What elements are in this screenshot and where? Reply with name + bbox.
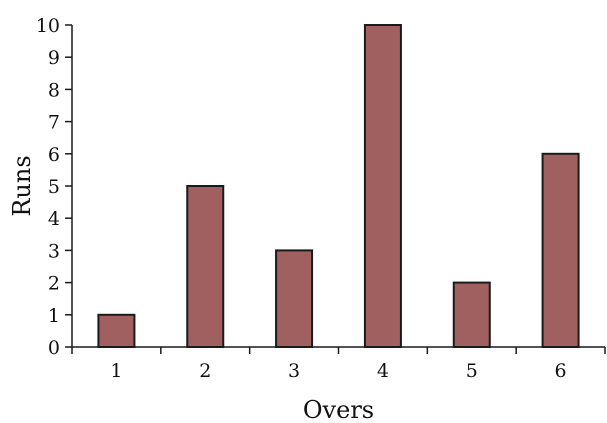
y-axis-label: Runs (8, 155, 36, 216)
x-axis-label: Overs (303, 396, 374, 423)
bar-over-5 (452, 281, 491, 349)
y-tick-label: 7 (48, 112, 60, 134)
y-tick-label: 1 (48, 305, 60, 327)
y-tick-label: 10 (36, 15, 60, 37)
bar-over-6 (541, 152, 580, 348)
x-tick-label: 5 (466, 360, 478, 382)
x-tick-label: 4 (377, 360, 389, 382)
x-tick-label: 1 (110, 360, 122, 382)
y-tick-label: 3 (48, 240, 60, 262)
y-tick-label: 6 (48, 144, 60, 166)
bar-over-2 (186, 185, 225, 348)
bar-over-1 (97, 313, 136, 348)
x-tick-label: 3 (288, 360, 300, 382)
x-tick-label: 6 (555, 360, 567, 382)
bar-over-3 (275, 249, 314, 348)
axes-group (71, 25, 605, 348)
bar-over-4 (363, 24, 402, 348)
y-tick-label: 8 (48, 79, 60, 101)
bars-group (97, 24, 580, 349)
y-tick-label: 2 (48, 273, 60, 295)
y-ticks-group: 0 1 2 3 4 5 6 7 8 9 10 (36, 15, 72, 359)
y-tick-label: 5 (48, 176, 60, 198)
y-tick-label: 4 (48, 208, 60, 230)
x-tick-label: 2 (199, 360, 211, 382)
y-tick-label: 0 (48, 337, 60, 359)
x-ticks-group: 1 2 3 4 5 6 (71, 347, 606, 382)
y-tick-label: 9 (48, 47, 60, 69)
